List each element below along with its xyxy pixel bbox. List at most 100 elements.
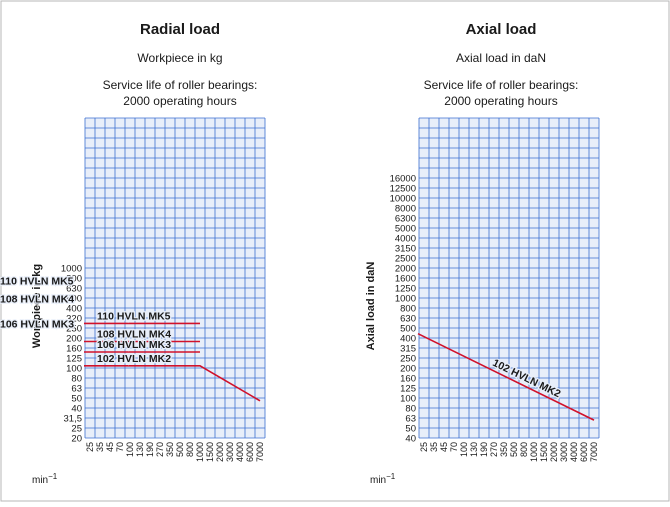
axial-x-tick-label: 6000	[579, 442, 589, 462]
axial-x-tick-label: 270	[489, 442, 499, 457]
radial-subtitle: Workpiece in kg	[137, 51, 222, 65]
radial-series-line	[84, 364, 261, 402]
radial-x-tick-label: 70	[115, 442, 125, 452]
axial-x-tick-label: 190	[479, 442, 489, 457]
axial-x-tick-label: 3000	[559, 442, 569, 462]
axial-y-tick-label: 315	[400, 344, 416, 355]
radial-y-tick-label: 50	[71, 394, 82, 405]
radial-y-tick-label: 125	[66, 354, 82, 365]
axial-load-plot: 25 35 45 70 100 130 190 270 350 500 800 1000 1500 200…	[0, 117, 600, 462]
axial-x-tick-label: 500	[509, 442, 519, 457]
radial-unit-sup: −1	[48, 472, 58, 481]
axial-y-tick-label: 80	[405, 404, 416, 415]
axial-y-tick-label: 250	[400, 354, 416, 365]
radial-y-tick-label: 800	[66, 274, 82, 285]
axial-x-tick-label: 130	[469, 442, 479, 457]
radial-x-tick-label: 25	[85, 442, 95, 452]
axial-y-tick-label: 1250	[395, 284, 416, 295]
radial-series-label: 108 HVLN MK4	[97, 328, 171, 340]
axial-y-tick-label: 63	[405, 414, 416, 425]
radial-title: Radial load	[140, 21, 220, 38]
axial-title: Axial load	[466, 21, 537, 38]
radial-x-tick-label: 35	[95, 442, 105, 452]
radial-x-tick-label: 1500	[205, 442, 215, 462]
axial-x-tick-label: 1500	[539, 442, 549, 462]
radial-y-tick-label: 1000	[61, 264, 82, 275]
axial-x-tick-label: 350	[499, 442, 509, 457]
axial-unit-text: min	[370, 475, 386, 486]
axial-y-tick-label: 8000	[395, 204, 416, 215]
radial-y-axis-label: Workpiece in kg	[31, 264, 43, 348]
axial-y-tick-label: 100	[400, 394, 416, 405]
radial-x-tick-label: 45	[105, 442, 115, 452]
radial-y-tick-label: 25	[71, 424, 82, 435]
radial-unit-label: min−1	[32, 472, 58, 486]
radial-x-tick-label: 1000	[195, 442, 205, 462]
axial-y-tick-label: 40	[405, 434, 416, 445]
radial-series-label: 106 HVLN MK3	[97, 339, 171, 351]
radial-y-tick-label: 20	[71, 434, 82, 445]
axial-y-tick-label: 200	[400, 364, 416, 375]
axial-y-tick-label: 1000	[395, 294, 416, 305]
radial-y-tick-label: 31,5	[64, 414, 83, 425]
radial-y-tick-label: 160	[66, 344, 82, 355]
axial-note-line1: Service life of roller bearings:	[424, 78, 579, 92]
axial-x-tick-label: 100	[459, 442, 469, 457]
axial-y-tick-label: 12500	[390, 184, 416, 195]
radial-x-tick-label: 800	[185, 442, 195, 457]
axial-note-line2: 2000 operating hours	[444, 94, 557, 108]
radial-y-tick-label: 400	[66, 304, 82, 315]
axial-x-tick-label: 2000	[549, 442, 559, 462]
radial-x-tick-label: 3000	[225, 442, 235, 462]
radial-y-tick-label: 320	[66, 314, 82, 325]
axial-y-tick-label: 500	[400, 324, 416, 335]
radial-x-tick-label: 100	[125, 442, 135, 457]
axial-y-tick-label: 3150	[395, 244, 416, 255]
radial-y-tick-label: 250	[66, 324, 82, 335]
radial-unit-text: min	[32, 475, 48, 486]
radial-x-tick-label: 7000	[255, 442, 265, 462]
radial-x-tick-label: 500	[175, 442, 185, 457]
axial-x-tick-label: 25	[419, 442, 429, 452]
axial-y-tick-label: 50	[405, 424, 416, 435]
axial-y-tick-label: 1600	[395, 274, 416, 285]
radial-x-tick-label: 190	[145, 442, 155, 457]
axial-y-tick-label: 160	[400, 374, 416, 385]
axial-y-tick-label: 2500	[395, 254, 416, 265]
axial-y-tick-label: 125	[400, 384, 416, 395]
axial-y-tick-label: 400	[400, 334, 416, 345]
axial-y-tick-label: 5000	[395, 224, 416, 235]
axial-y-tick-label: 10000	[390, 194, 416, 205]
axial-series-label: 110 HVLN MK5	[0, 275, 74, 287]
radial-y-tick-label: 200	[66, 334, 82, 345]
radial-x-tick-label: 6000	[245, 442, 255, 462]
axial-x-tick-label: 45	[439, 442, 449, 452]
axial-series-line	[417, 332, 595, 421]
axial-x-tick-label: 1000	[529, 442, 539, 462]
axial-x-tick-label: 35	[429, 442, 439, 452]
radial-series-label: 102 HVLN MK2	[97, 353, 171, 365]
radial-load-plot: 25 35 45 70 100 130 190 270 350 500 800 1000 1500 200…	[61, 117, 266, 462]
radial-y-tick-label: 500	[66, 294, 82, 305]
axial-series-label: 108 HVLN MK4	[0, 293, 74, 305]
axial-y-axis-label: Axial load in daN	[365, 262, 377, 351]
radial-series-label: 110 HVLN MK5	[97, 310, 171, 322]
axial-unit-sup: −1	[386, 472, 396, 481]
axial-y-tick-label: 630	[400, 314, 416, 325]
axial-y-tick-label: 6300	[395, 214, 416, 225]
axial-y-tick-label: 800	[400, 304, 416, 315]
radial-x-tick-label: 2000	[215, 442, 225, 462]
radial-y-tick-label: 80	[71, 374, 82, 385]
axial-unit-label: min−1	[370, 472, 396, 486]
axial-x-tick-label: 800	[519, 442, 529, 457]
radial-note-line2: 2000 operating hours	[123, 94, 236, 108]
axial-x-tick-label: 70	[449, 442, 459, 452]
radial-x-tick-label: 130	[135, 442, 145, 457]
axial-x-tick-label: 7000	[589, 442, 599, 462]
axial-y-tick-label: 16000	[390, 174, 416, 185]
radial-x-tick-label: 350	[165, 442, 175, 457]
radial-note-line1: Service life of roller bearings:	[103, 78, 258, 92]
axial-series-label: 106 HVLN MK3	[0, 319, 74, 331]
radial-x-tick-label: 4000	[235, 442, 245, 462]
